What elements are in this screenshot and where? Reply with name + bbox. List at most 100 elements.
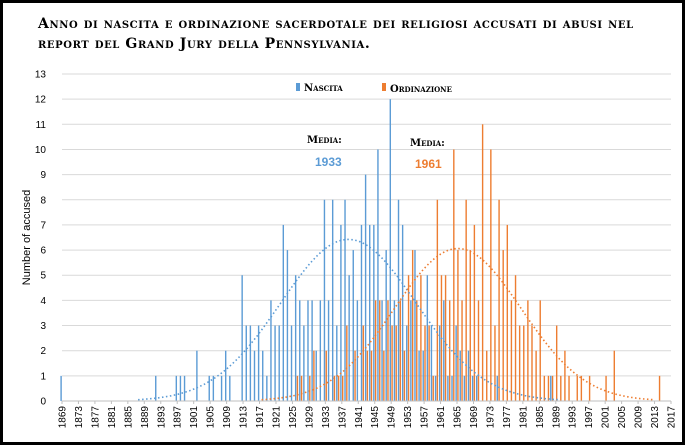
bar-ordinazione bbox=[313, 350, 315, 401]
bar-nascita bbox=[319, 300, 322, 401]
y-axis-label: Number of accused bbox=[21, 190, 33, 285]
bar-nascita bbox=[389, 99, 391, 402]
annotation-mean-label-nascita: Media: bbox=[307, 135, 342, 146]
bar-nascita bbox=[369, 224, 371, 401]
bar-ordinazione bbox=[461, 300, 463, 401]
bar-ordinazione bbox=[490, 149, 492, 401]
bar-ordinazione bbox=[523, 325, 525, 401]
x-tick-label: 1897 bbox=[173, 406, 184, 429]
bar-nascita bbox=[352, 250, 354, 401]
bar-ordinazione bbox=[555, 325, 558, 401]
bar-ordinazione bbox=[560, 375, 562, 401]
x-tick-label: 1925 bbox=[288, 406, 299, 429]
y-tick-label: 13 bbox=[35, 70, 47, 81]
x-tick-label: 2009 bbox=[634, 406, 645, 429]
bar-nascita bbox=[307, 300, 309, 401]
bar-ordinazione bbox=[420, 275, 422, 401]
bar-nascita bbox=[327, 300, 330, 401]
x-tick-label: 1881 bbox=[107, 406, 118, 429]
x-tick-label: 1985 bbox=[535, 406, 546, 429]
bar-ordinazione bbox=[580, 375, 583, 401]
bar-nascita bbox=[443, 300, 445, 401]
bar-ordinazione bbox=[300, 375, 303, 401]
bar-nascita bbox=[467, 350, 470, 401]
bar-ordinazione bbox=[436, 199, 439, 401]
bar-nascita bbox=[253, 350, 256, 401]
trendline-nascita bbox=[138, 238, 558, 401]
bar-ordinazione bbox=[370, 350, 373, 401]
bar-nascita bbox=[212, 375, 215, 401]
x-tick-label: 1933 bbox=[321, 406, 332, 429]
x-tick-label: 1981 bbox=[518, 406, 529, 429]
legend-label-ordinazione: Ordinazione bbox=[390, 84, 452, 95]
x-tick-label: 1961 bbox=[436, 406, 447, 429]
bar-ordinazione bbox=[514, 275, 517, 401]
bar-nascita bbox=[323, 199, 326, 401]
bar-ordinazione bbox=[564, 350, 566, 401]
bar-ordinazione bbox=[403, 350, 406, 401]
bar-nascita bbox=[410, 300, 412, 401]
bar-ordinazione bbox=[346, 325, 348, 401]
y-tick-label: 12 bbox=[35, 95, 47, 106]
y-tick-label: 9 bbox=[40, 170, 46, 181]
y-tick-label: 3 bbox=[40, 321, 46, 332]
bar-nascita bbox=[175, 375, 178, 401]
bar-ordinazione bbox=[453, 149, 455, 401]
bar-ordinazione bbox=[473, 224, 476, 401]
bar-nascita bbox=[434, 375, 437, 401]
bar-nascita bbox=[455, 325, 457, 401]
bar-nascita bbox=[463, 375, 466, 401]
bar-nascita bbox=[331, 199, 334, 401]
bar-ordinazione bbox=[362, 325, 364, 401]
y-tick-label: 4 bbox=[40, 296, 46, 307]
x-tick-label: 1873 bbox=[74, 406, 85, 429]
bar-nascita bbox=[315, 350, 317, 401]
x-tick-label: 1993 bbox=[568, 406, 579, 429]
bar-ordinazione bbox=[391, 325, 393, 401]
bar-ordinazione bbox=[527, 300, 529, 401]
annotation-mean-value-nascita: 1933 bbox=[315, 155, 342, 169]
bar-ordinazione bbox=[432, 375, 434, 401]
bar-nascita bbox=[381, 300, 383, 401]
bar-nascita bbox=[229, 375, 231, 401]
x-tick-label: 1917 bbox=[255, 406, 266, 429]
y-tick-label: 5 bbox=[40, 271, 46, 282]
bar-ordinazione bbox=[411, 250, 414, 401]
bar-ordinazione bbox=[399, 300, 402, 401]
bar-nascita bbox=[336, 325, 338, 401]
bar-nascita bbox=[451, 375, 453, 401]
y-tick-label: 2 bbox=[40, 346, 46, 357]
annotation-mean-value-ordinazione: 1961 bbox=[415, 157, 442, 171]
bar-ordinazione bbox=[588, 375, 591, 401]
bar-nascita bbox=[266, 375, 268, 401]
bar-ordinazione bbox=[539, 300, 541, 401]
bar-nascita bbox=[393, 300, 396, 401]
bar-ordinazione bbox=[383, 350, 385, 401]
bar-nascita bbox=[364, 174, 367, 401]
bar-nascita bbox=[377, 149, 379, 401]
bar-nascita bbox=[290, 325, 293, 401]
bar-nascita bbox=[459, 350, 461, 401]
x-tick-label: 1945 bbox=[370, 406, 381, 429]
legend: Nascita Ordinazione bbox=[296, 83, 452, 95]
chart-title: Anno di nascita e ordinazione sacerdotal… bbox=[38, 16, 634, 52]
y-tick-label: 6 bbox=[40, 246, 46, 257]
bar-nascita bbox=[303, 325, 305, 401]
x-tick-label: 1957 bbox=[420, 406, 431, 429]
bar-ordinazione bbox=[481, 124, 484, 402]
bar-ordinazione bbox=[494, 325, 496, 401]
bar-nascita bbox=[496, 375, 498, 401]
gridlines bbox=[62, 73, 671, 377]
x-tick-label: 1949 bbox=[387, 406, 398, 429]
bar-ordinazione bbox=[333, 375, 336, 401]
bar-nascita bbox=[294, 275, 297, 401]
bar-ordinazione bbox=[366, 350, 369, 401]
bar-nascita bbox=[447, 375, 449, 401]
x-tick-label: 2005 bbox=[617, 406, 628, 429]
bar-nascita bbox=[422, 350, 424, 401]
bar-nascita bbox=[262, 350, 264, 401]
bar-ordinazione bbox=[551, 375, 554, 401]
bar-nascita bbox=[340, 224, 342, 401]
x-tick-label: 2001 bbox=[601, 406, 612, 429]
